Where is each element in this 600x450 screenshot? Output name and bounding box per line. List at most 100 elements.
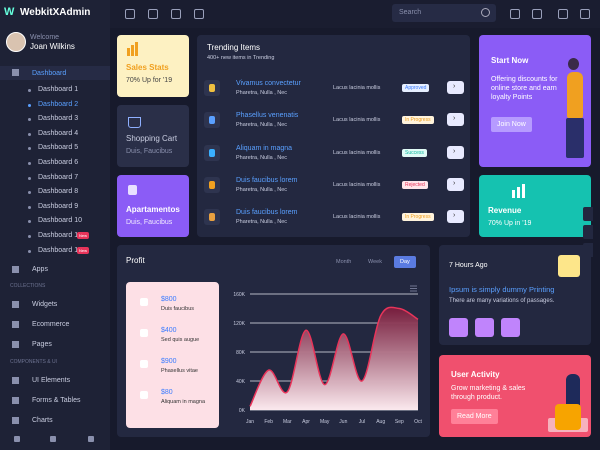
nav-icon: [12, 397, 19, 404]
sales-text: 70% Up for '19: [126, 77, 173, 84]
tab[interactable]: Month: [336, 259, 352, 265]
nav-item[interactable]: UI Elements: [32, 377, 71, 384]
nav-dot: [28, 162, 31, 165]
item-desc: Lacus lacinia mollis: [333, 214, 381, 221]
nav-dot: [28, 103, 31, 107]
nav-subitem[interactable]: Dashboard 7: [38, 173, 79, 181]
sales-title: Sales Stats: [126, 63, 169, 72]
status-badge: Rejected: [402, 180, 428, 189]
row-action: [447, 81, 464, 94]
item-icon: [209, 84, 215, 92]
nav-dot: [28, 249, 31, 253]
illustration-head: [568, 58, 579, 70]
item-desc: Lacus lacinia mollis: [333, 181, 381, 188]
nav-item[interactable]: Widgets: [32, 301, 58, 308]
nav-item[interactable]: Ecommerce: [32, 321, 70, 328]
stat-label: Phasellus vitae: [161, 368, 198, 374]
news-thumb: [558, 255, 580, 277]
item-sub: Pharetra, Nulla , Nec: [236, 154, 288, 161]
start-button[interactable]: Join Now: [491, 117, 532, 132]
toolbar-icon: [171, 9, 181, 19]
stat-amount: $80: [161, 389, 173, 396]
toolbar-icon: [532, 9, 542, 19]
footer-icon: [14, 436, 20, 442]
nav-dot: [28, 118, 31, 122]
nav-item[interactable]: Apps: [32, 266, 48, 273]
apartments-icon: [128, 185, 137, 195]
revenue-text: 70% Up in '19: [488, 220, 532, 227]
cart-icon: [128, 117, 141, 128]
apartments-title: Apartamentos: [126, 205, 180, 214]
nav-badge: New: [77, 232, 90, 239]
item-desc: Lacus lacinia mollis: [333, 85, 381, 91]
news-time: 7 Hours Ago: [449, 262, 488, 269]
nav-subitem[interactable]: Dashboard 11: [38, 232, 82, 239]
row-arrow[interactable]: ›: [453, 147, 456, 155]
nav-item[interactable]: Charts: [32, 417, 53, 424]
footer-icon: [50, 436, 56, 442]
stat-amount: $800: [161, 296, 177, 303]
stat-label: Sed quis augue: [161, 337, 200, 343]
sales-icon: [127, 48, 130, 56]
nav-subitem[interactable]: Dashboard 8: [38, 188, 79, 196]
greeting: Welcome: [30, 34, 60, 41]
nav-dot: [28, 205, 31, 209]
nav-subitem[interactable]: Dashboard 2: [38, 100, 79, 108]
stat-icon: [140, 298, 148, 306]
toolbar-icon: [194, 9, 204, 19]
item-icon: [209, 148, 215, 157]
search-icon[interactable]: [481, 8, 490, 17]
nav-subitem[interactable]: Dashboard 1: [38, 86, 79, 93]
nav-icon: [12, 301, 19, 308]
illustration-figure: [567, 72, 583, 118]
tab[interactable]: Week: [368, 259, 382, 265]
revenue-title: Revenue: [488, 206, 522, 215]
row-arrow[interactable]: ›: [453, 212, 456, 220]
news-title[interactable]: Ipsum is simply dummy Printing: [449, 285, 555, 294]
tab[interactable]: Day: [394, 256, 416, 268]
stat-label: Aliquam in magna: [161, 399, 206, 405]
nav-subitem[interactable]: Dashboard 5: [38, 144, 79, 152]
row-action: [447, 145, 464, 159]
nav-icon: [12, 321, 19, 328]
nav-dot: [28, 176, 31, 180]
nav-item[interactable]: Pages: [32, 341, 52, 348]
activity-title: User Activity: [451, 370, 500, 379]
status-badge: In Progress: [402, 116, 434, 125]
start-text: Offering discounts for online store and …: [491, 76, 558, 101]
nav-subitem[interactable]: Dashboard 6: [38, 159, 79, 166]
search-box[interactable]: [392, 4, 496, 22]
item-name: Aliquam in magna: [236, 144, 293, 152]
nav-subitem[interactable]: Dashboard 12: [38, 246, 82, 254]
row-arrow[interactable]: ›: [453, 179, 456, 187]
search-placeholder: Search: [399, 9, 422, 16]
nav-item[interactable]: Forms & Tables: [32, 397, 81, 404]
item-name: Duis faucibus lorem: [236, 176, 298, 184]
nav-subitem[interactable]: Dashboard 10: [38, 217, 82, 225]
topbar: [110, 0, 600, 28]
nav-subitem[interactable]: Dashboard 4: [38, 129, 79, 137]
stat-icon: [140, 391, 148, 399]
cart-title: Shopping Cart: [126, 134, 178, 143]
activity-text: Grow marketing & sales through product.: [451, 385, 526, 401]
nav-subitem[interactable]: Dashboard 3: [38, 115, 79, 123]
activity-button[interactable]: Read More: [451, 409, 498, 424]
toolbar-icon: [148, 9, 158, 19]
revenue-card: [479, 175, 591, 237]
news-avatar: [449, 318, 468, 337]
revenue-icon: [522, 184, 525, 198]
nav-icon: [12, 341, 19, 348]
nav-item[interactable]: Dashboard: [32, 70, 67, 77]
avatar: [6, 32, 26, 52]
news-avatar: [501, 318, 520, 337]
toolbar-icon: [125, 9, 135, 19]
nav-dot: [28, 191, 31, 195]
row-arrow[interactable]: ›: [453, 83, 456, 90]
toolbar-icon: [558, 9, 568, 19]
toolbar-icon: [510, 9, 520, 19]
revenue-icon: [512, 190, 515, 198]
row-arrow[interactable]: ›: [453, 115, 456, 123]
nav-icon: [12, 417, 19, 424]
nav-subitem[interactable]: Dashboard 9: [38, 202, 79, 210]
stats-panel: [126, 282, 219, 428]
